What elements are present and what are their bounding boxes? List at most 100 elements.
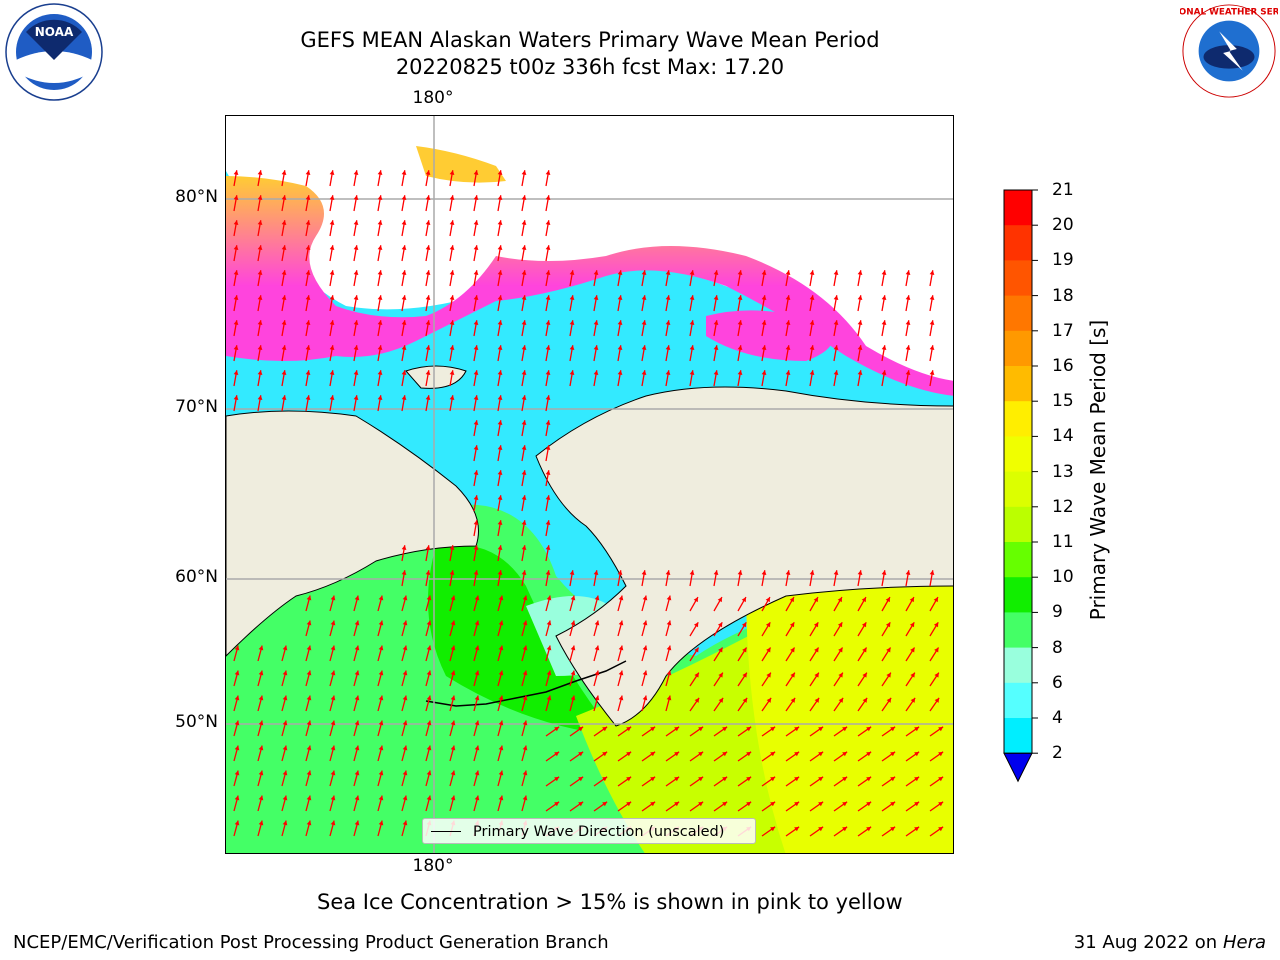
wave-arrow-head — [929, 370, 935, 375]
wave-arrow-head — [474, 745, 480, 751]
wave-arrow-head — [914, 826, 920, 832]
wave-arrow-head — [425, 245, 431, 250]
wave-arrow-head — [909, 622, 915, 628]
wave-arrow-head — [833, 270, 839, 275]
wave-arrow-head — [521, 470, 527, 475]
wave-arrow-head — [473, 320, 479, 325]
wave-arrow-head — [617, 295, 623, 300]
wave-arrow-head — [473, 295, 479, 300]
wave-arrow-head — [746, 776, 752, 782]
wave-arrow-head — [641, 370, 647, 375]
wave-arrow-head — [498, 795, 504, 801]
wave-arrow-head — [474, 645, 480, 651]
wave-arrow-head — [689, 270, 695, 275]
wave-arrow-head — [938, 726, 944, 732]
wave-arrow-head — [717, 597, 722, 603]
wave-arrow-head — [770, 801, 776, 807]
wave-arrow-head — [473, 270, 479, 275]
wave-arrow-head — [377, 370, 383, 375]
wave-arrow-head — [473, 545, 479, 550]
wave-arrow-head — [305, 270, 311, 275]
wave-arrow-head — [770, 776, 776, 782]
wave-arrow-head — [377, 170, 383, 175]
wave-arrow-head — [449, 170, 455, 175]
wave-arrow-head — [474, 620, 480, 626]
wave-arrow-head — [742, 647, 747, 653]
wave-arrow-head — [305, 370, 311, 375]
wave-arrow-head — [401, 545, 407, 550]
wave-arrow-head — [833, 295, 839, 300]
wave-arrow-head — [521, 545, 527, 550]
wave-arrow-head — [857, 345, 863, 350]
wave-arrow-head — [857, 370, 863, 375]
wave-arrow-head — [741, 622, 747, 628]
wave-arrow-head — [593, 570, 599, 575]
wave-arrow-head — [282, 645, 288, 651]
lat-label-60: 60°N — [175, 567, 218, 587]
wave-arrow-head — [914, 776, 920, 782]
wave-arrow-head — [626, 726, 632, 732]
wave-arrow-head — [666, 620, 672, 626]
wave-arrow-head — [282, 670, 288, 676]
wave-arrow-head — [497, 195, 503, 200]
wave-arrow-head — [354, 595, 360, 601]
wave-arrow-head — [473, 245, 479, 250]
wave-arrow-head — [665, 320, 671, 325]
wave-arrow-head — [665, 370, 671, 375]
wave-arrow-head — [641, 270, 647, 275]
wave-arrow-head — [905, 320, 911, 325]
colorbar-tick-label: 12 — [1052, 496, 1074, 517]
wave-arrow-head — [233, 170, 239, 175]
wave-arrow-head — [698, 801, 704, 807]
wave-arrow-head — [546, 645, 552, 651]
wave-arrow-head — [378, 820, 384, 826]
wave-arrow-head — [713, 570, 719, 575]
wave-arrow-head — [401, 245, 407, 250]
map-canvas — [226, 116, 953, 853]
wave-arrow-head — [329, 245, 335, 250]
nodata-region — [226, 116, 953, 384]
wave-arrow-head — [818, 826, 824, 832]
wave-arrow-head — [521, 395, 527, 400]
wave-arrow-head — [354, 620, 360, 626]
wave-arrow-head — [474, 695, 480, 701]
wave-arrow-head — [861, 622, 867, 628]
wave-arrow-head — [862, 697, 868, 703]
wave-arrow-head — [546, 670, 552, 676]
wave-arrow-head — [569, 320, 575, 325]
wave-arrow-head — [330, 670, 336, 676]
wave-arrow-head — [689, 320, 695, 325]
wave-arrow-head — [353, 245, 359, 250]
wave-arrow-head — [641, 570, 647, 575]
wave-arrow-head — [641, 295, 647, 300]
wave-arrow-head — [402, 795, 408, 801]
colorbar-tick-label: 18 — [1052, 285, 1074, 306]
wave-arrow-head — [377, 295, 383, 300]
wave-arrow-head — [281, 345, 287, 350]
wave-arrow-head — [450, 745, 456, 751]
wave-arrow-head — [521, 245, 527, 250]
wave-arrow-head — [401, 570, 407, 575]
wave-arrow-head — [578, 801, 584, 807]
wave-arrow-head — [694, 672, 699, 678]
wave-arrow-head — [282, 795, 288, 801]
lat-label-50: 50°N — [175, 712, 218, 732]
wave-arrow-head — [497, 395, 503, 400]
sea-ice-floes — [416, 146, 506, 183]
wave-arrow-head — [233, 245, 239, 250]
wave-arrow-head — [425, 320, 431, 325]
wave-arrow-head — [809, 320, 815, 325]
colorbar-tick-label: 6 — [1052, 672, 1063, 693]
wave-arrow-head — [570, 695, 576, 701]
wave-arrow-head — [521, 445, 527, 450]
sea-ice-note: Sea Ice Concentration > 15% is shown in … — [317, 890, 903, 914]
wave-arrow-head — [814, 647, 819, 653]
wave-arrow-head — [402, 595, 408, 601]
wave-arrow-head — [570, 595, 576, 601]
wave-arrow-head — [257, 170, 263, 175]
wave-arrow-head — [305, 295, 311, 300]
wave-arrow-head — [594, 645, 600, 651]
wave-arrow-head — [722, 801, 728, 807]
wave-arrow-head — [329, 195, 335, 200]
wave-arrow-head — [497, 320, 503, 325]
